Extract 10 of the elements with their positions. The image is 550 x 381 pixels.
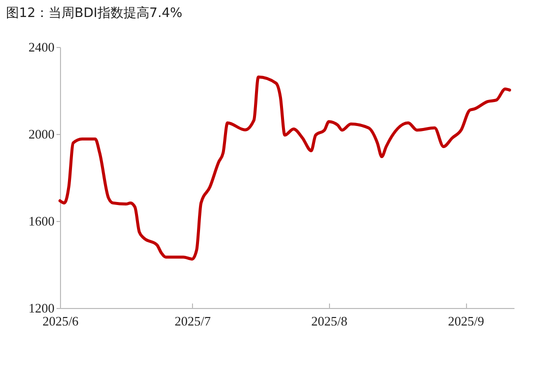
line-series — [58, 76, 512, 261]
x-tick-label: 2025/7 — [174, 314, 212, 328]
x-tick-label: 2025/9 — [448, 314, 484, 328]
y-tick-label: 1600 — [28, 214, 54, 228]
y-tick-label: 2000 — [28, 126, 54, 142]
y-tick-label: 2400 — [28, 40, 54, 54]
x-tick-label: 2025/6 — [42, 314, 80, 328]
x-tick-label: 2025/8 — [311, 314, 348, 328]
chart-title: 图12：当周BDI指数提高7.4% — [6, 5, 182, 22]
y-tick-label: 1200 — [28, 300, 54, 316]
